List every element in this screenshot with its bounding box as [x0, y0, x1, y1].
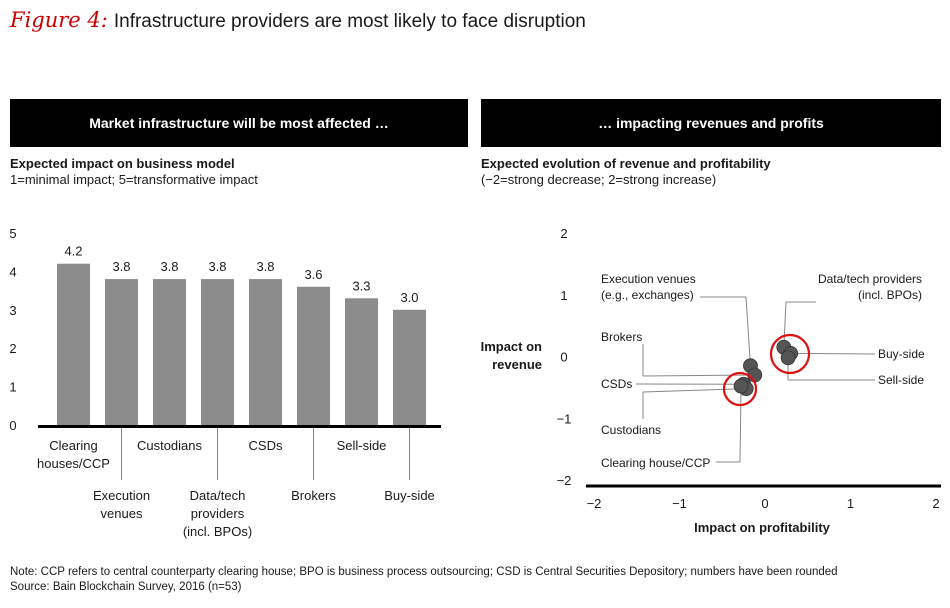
scatter-point-label: CSDs — [601, 377, 632, 391]
scatter-x-tick-label: −2 — [587, 496, 602, 511]
figure-label: Figure 4: — [10, 8, 108, 32]
bar-category-label: Buy-side — [384, 488, 435, 503]
bar-category-label: Custodians — [137, 438, 203, 453]
scatter-y-tick-label: −1 — [557, 411, 572, 426]
right-panel-banner: … impacting revenues and profits — [481, 99, 941, 147]
bar — [153, 279, 186, 425]
scatter-y-tick-label: 2 — [560, 226, 567, 241]
bar-y-tick-label: 0 — [9, 418, 16, 433]
scatter-x-tick-label: 2 — [932, 496, 939, 511]
bar-value-label: 3.6 — [304, 267, 322, 282]
bar-y-tick-label: 4 — [9, 264, 16, 279]
scatter-leader-line — [642, 388, 747, 393]
bar — [297, 286, 330, 425]
left-panel-banner: Market infrastructure will be most affec… — [10, 99, 468, 147]
scatter-point-label: Buy-side — [878, 347, 925, 361]
scatter-point — [733, 378, 749, 394]
source-text: Source: Bain Blockchain Survey, 2016 (n=… — [10, 581, 242, 593]
bar-value-label: 3.0 — [400, 290, 418, 305]
scatter-leader-line — [739, 386, 742, 463]
bar-category-label: Clearing houses/CCP — [37, 438, 110, 471]
figure-title: Figure 4: Infrastructure providers are mo… — [10, 8, 586, 33]
bar — [345, 298, 378, 425]
scatter-leader-line — [783, 301, 787, 348]
bar-category-label: CSDs — [249, 438, 283, 453]
scatter-y-tick-label: 0 — [560, 350, 567, 365]
scatter-point-label: Sell-side — [878, 373, 924, 387]
note-text: Note: CCP refers to central counterparty… — [10, 566, 838, 578]
bar-y-tick-label: 2 — [9, 341, 16, 356]
scatter-point-label: Custodians — [601, 423, 661, 437]
scatter-point-label: Data/tech providers (incl. BPOs) — [818, 272, 922, 302]
footnote: Note: CCP refers to central counterparty… — [10, 565, 838, 595]
left-panel-subtitle: Expected impact on business model — [10, 156, 235, 171]
bar-y-tick-label: 5 — [9, 226, 16, 241]
scatter-leader-line — [745, 296, 751, 366]
scatter-point-label: Brokers — [601, 330, 642, 344]
bar-value-label: 3.8 — [256, 259, 274, 274]
right-panel-subtitle-block: Expected evolution of revenue and profit… — [481, 156, 771, 188]
bar — [57, 263, 90, 425]
bar-category-label: Brokers — [291, 488, 336, 503]
cluster-highlight-ring — [722, 371, 758, 407]
left-panel-subtitle-block: Expected impact on business model 1=mini… — [10, 156, 258, 188]
scatter-y-tick-label: 1 — [560, 288, 567, 303]
bar-y-tick-label: 1 — [9, 380, 16, 395]
scatter-x-tick-label: 1 — [847, 496, 854, 511]
bar-value-label: 3.8 — [160, 259, 178, 274]
scatter-x-tick-label: −1 — [672, 496, 687, 511]
scatter-point-label: Clearing house/CCP — [601, 456, 710, 470]
scatter-y-tick-label: −2 — [557, 473, 572, 488]
bar-value-label: 3.3 — [352, 278, 370, 293]
bar-category-label: Sell-side — [337, 438, 387, 453]
bar-category-label: Execution venues — [93, 488, 150, 521]
right-panel-subtitle: Expected evolution of revenue and profit… — [481, 156, 771, 171]
scatter-leader-line — [642, 374, 755, 377]
bar — [201, 279, 234, 425]
scatter-leader-line — [790, 352, 876, 355]
bar — [249, 279, 282, 425]
bar-value-label: 3.8 — [112, 259, 130, 274]
scatter-point-label: Execution venues (e.g., exchanges) — [601, 272, 696, 302]
bar-category-label: Data/tech providers (incl. BPOs) — [183, 488, 252, 539]
bar — [393, 309, 426, 425]
scatter-point — [780, 350, 796, 366]
scatter-y-axis-label: Impact on revenue — [481, 339, 542, 372]
cluster-highlight-ring — [769, 333, 811, 375]
left-panel-scale-note: 1=minimal impact; 5=transformative impac… — [10, 172, 258, 187]
bar-y-tick-label: 3 — [9, 303, 16, 318]
scatter-x-tick-label: 0 — [761, 496, 768, 511]
scatter-x-axis-label: Impact on profitability — [694, 520, 831, 535]
right-panel-scale-note: (−2=strong decrease; 2=strong increase) — [481, 172, 717, 187]
figure-title-text: Infrastructure providers are most likely… — [113, 11, 586, 32]
bar-value-label: 4.2 — [64, 244, 82, 259]
bar — [105, 279, 138, 425]
bar-value-label: 3.8 — [208, 259, 226, 274]
